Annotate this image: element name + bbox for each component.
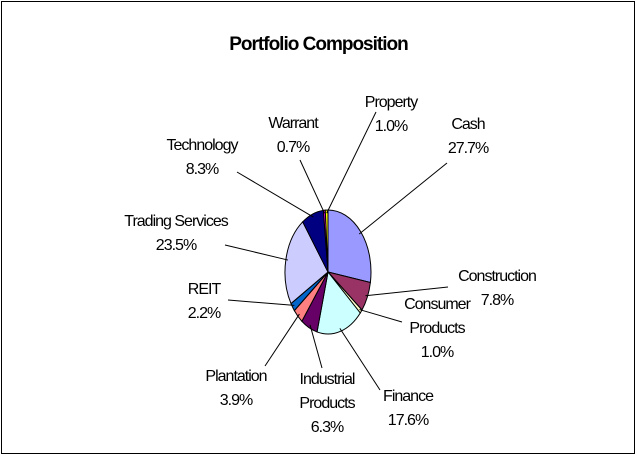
leader-line bbox=[326, 111, 377, 214]
slice-label: Warrant 0.7% bbox=[268, 112, 318, 160]
value-label: 17.6% bbox=[387, 412, 429, 429]
value-label: 8.3% bbox=[185, 161, 219, 178]
category-label: Technology bbox=[166, 137, 239, 154]
leader-line bbox=[309, 324, 323, 369]
pie-slice bbox=[327, 209, 372, 284]
slice-label: Trading Services 23.5% bbox=[124, 210, 228, 258]
leader-line bbox=[227, 299, 295, 306]
leader-line bbox=[264, 313, 300, 367]
value-label: 2.2% bbox=[187, 305, 221, 322]
pie-slice bbox=[316, 270, 361, 335]
slice-label: Consumer Products 1.0% bbox=[397, 293, 477, 365]
category-label: Property bbox=[364, 94, 418, 111]
value-label: 0.7% bbox=[276, 139, 310, 156]
slice-label: Technology 8.3% bbox=[166, 134, 239, 182]
slice-label: Plantation 3.9% bbox=[205, 365, 267, 413]
category-label: Consumer Products bbox=[404, 296, 471, 337]
category-label: REIT bbox=[187, 281, 221, 298]
leader-line bbox=[359, 309, 403, 323]
slice-label: Industrial Products 6.3% bbox=[287, 368, 367, 440]
value-label: 1.0% bbox=[374, 118, 408, 135]
category-label: Cash bbox=[451, 116, 485, 133]
leader-line bbox=[339, 328, 381, 391]
leader-line bbox=[358, 162, 448, 235]
value-label: 7.8% bbox=[480, 292, 514, 309]
category-label: Warrant bbox=[268, 115, 318, 132]
leader-line bbox=[365, 286, 449, 297]
value-label: 27.7% bbox=[447, 140, 489, 157]
slice-label: Property 1.0% bbox=[364, 91, 418, 139]
slice-label: Finance 17.6% bbox=[383, 385, 434, 433]
value-label: 23.5% bbox=[155, 237, 197, 254]
value-label: 1.0% bbox=[420, 344, 454, 361]
leader-line bbox=[236, 171, 314, 218]
slice-label: REIT 2.2% bbox=[187, 278, 221, 326]
leader-line bbox=[224, 244, 289, 261]
chart-title: Portfolio Composition bbox=[229, 34, 408, 55]
category-label: Trading Services bbox=[124, 213, 228, 230]
value-label: 6.3% bbox=[310, 419, 344, 436]
value-label: 3.9% bbox=[219, 392, 253, 409]
slice-label: Cash 27.7% bbox=[447, 113, 489, 161]
category-label: Industrial Products bbox=[299, 371, 355, 412]
leader-line bbox=[299, 159, 325, 214]
slice-label: Construction 7.8% bbox=[458, 265, 537, 313]
category-label: Finance bbox=[383, 388, 434, 405]
category-label: Plantation bbox=[205, 368, 267, 385]
category-label: Construction bbox=[458, 268, 537, 285]
